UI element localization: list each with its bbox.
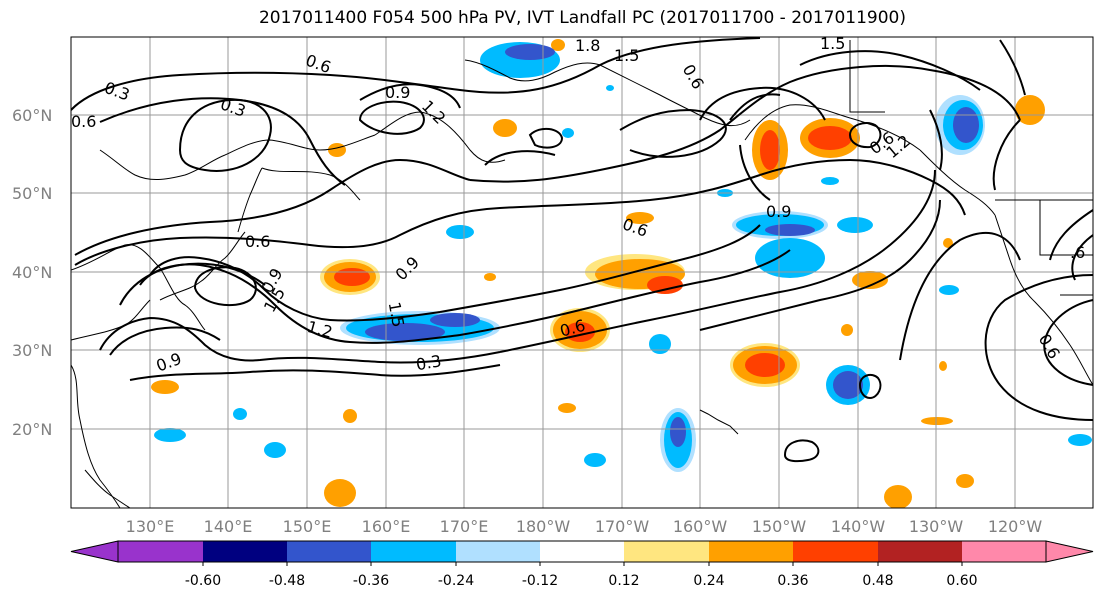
longitude-labels: 130°E 140°E 150°E 160°E 170°E 180°W 170°… [126, 517, 1043, 536]
lon-label: 150°E [283, 517, 332, 536]
colorbar-segment [118, 541, 203, 562]
colorbar-label: -0.24 [438, 573, 474, 589]
lon-label: 140°E [204, 517, 253, 536]
lon-label: 170°W [595, 517, 650, 536]
svg-text:0.9: 0.9 [766, 202, 791, 221]
lon-label: 130°W [909, 517, 964, 536]
map-frame [70, 36, 1094, 509]
colorbar-label: 0.12 [608, 573, 639, 589]
colorbar-label: -0.60 [185, 573, 221, 589]
colorbar-extend-low [70, 540, 119, 563]
colorbar-segment [962, 541, 1046, 562]
colorbar-segment [371, 541, 456, 562]
colorbar-segment [878, 541, 962, 562]
colorbar-label: 0.60 [946, 573, 977, 589]
colorbar-segment [287, 541, 371, 562]
svg-text:0.3: 0.3 [414, 351, 442, 374]
colorbar-label: -0.12 [522, 573, 558, 589]
map-title: 2017011400 F054 500 hPa PV, IVT Landfall… [258, 8, 906, 28]
lon-label: 180°W [516, 517, 571, 536]
latitude-labels: 60°N 50°N 40°N 30°N 20°N [12, 106, 52, 439]
colorbar-label: -0.36 [353, 573, 389, 589]
colorbar-extend-high [1045, 540, 1094, 563]
svg-text:1.5: 1.5 [820, 34, 845, 53]
colorbar-outline [117, 540, 1047, 563]
lat-label: 40°N [12, 263, 52, 282]
colorbar-labels: -0.60 -0.48 -0.36 -0.24 -0.12 0.12 0.24 … [185, 573, 978, 589]
lon-label: 150°W [752, 517, 807, 536]
svg-text:1.5: 1.5 [385, 300, 408, 328]
svg-text:0.6: 0.6 [245, 232, 270, 251]
pv-contours [71, 37, 1093, 463]
svg-text:.6: .6 [1070, 243, 1085, 262]
colorbar-segment [203, 541, 287, 562]
svg-text:1.8: 1.8 [575, 36, 600, 55]
lon-label: 120°W [988, 517, 1043, 536]
colorbar [70, 540, 1094, 566]
svg-text:0.6: 0.6 [71, 112, 96, 131]
lon-label: 140°W [831, 517, 886, 536]
lat-label: 60°N [12, 106, 52, 125]
colorbar-segment [624, 541, 709, 562]
lat-label: 50°N [12, 184, 52, 203]
colorbar-label: -0.48 [269, 573, 305, 589]
lon-label: 130°E [126, 517, 175, 536]
svg-text:1.5: 1.5 [614, 46, 639, 65]
lat-label: 30°N [12, 341, 52, 360]
svg-text:0.9: 0.9 [385, 83, 410, 102]
colorbar-label: 0.36 [777, 573, 808, 589]
lon-label: 160°W [673, 517, 728, 536]
colorbar-segment [793, 541, 878, 562]
colorbar-segment [709, 541, 793, 562]
lon-label: 170°E [440, 517, 489, 536]
colorbar-segment [456, 541, 540, 562]
lat-label: 20°N [12, 420, 52, 439]
positive-anomaly-shading [151, 39, 1045, 508]
colorbar-label: 0.24 [693, 573, 724, 589]
colorbar-label: 0.48 [862, 573, 893, 589]
colorbar-segment [540, 541, 624, 562]
lon-label: 160°E [362, 517, 411, 536]
